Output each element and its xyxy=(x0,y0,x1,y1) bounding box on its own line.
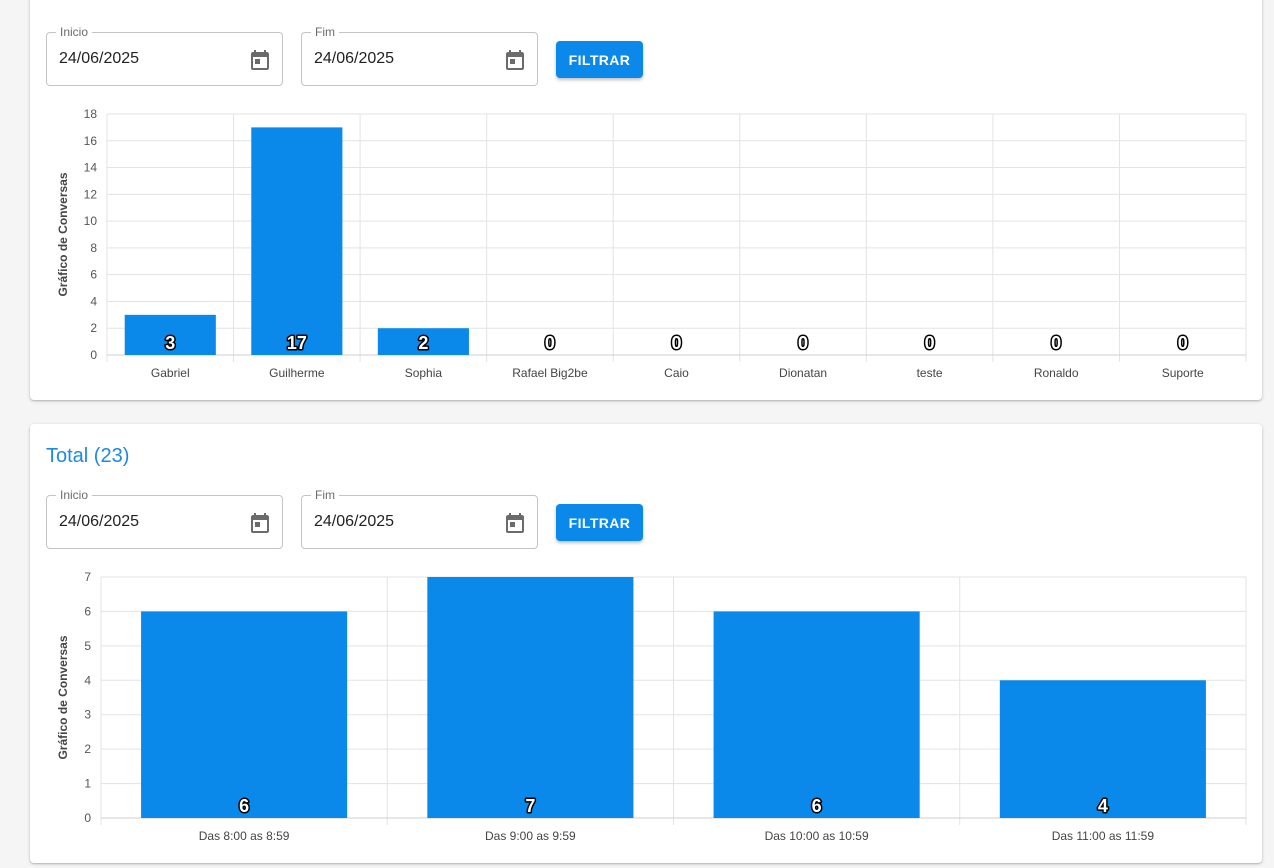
bar xyxy=(427,577,634,818)
end-date-input[interactable] xyxy=(314,513,494,531)
data-label: 0 xyxy=(925,333,935,353)
y-tick-label: 6 xyxy=(90,268,97,282)
category-label: Das 8:00 as 8:59 xyxy=(199,829,290,843)
data-label: 0 xyxy=(671,333,681,353)
y-tick-label: 7 xyxy=(84,570,91,584)
bar xyxy=(141,611,348,818)
y-tick-label: 5 xyxy=(84,639,91,653)
bar xyxy=(124,314,216,355)
hourly-conversations-chart: 0 1 2 3 4 5 6 7 Gráfico de Conversas 6 Das 8:00 as… xyxy=(56,570,1247,843)
end-date-label: Fim xyxy=(311,488,339,502)
end-date-field[interactable]: Fim xyxy=(301,25,538,86)
y-tick-label: 4 xyxy=(90,294,97,308)
filter-button[interactable]: FILTRAR xyxy=(556,504,643,541)
filter-button[interactable]: FILTRAR xyxy=(556,41,643,78)
category-label: Sophia xyxy=(405,366,443,380)
y-tick-label: 14 xyxy=(84,161,98,175)
y-tick-label: 2 xyxy=(84,742,91,756)
category-label: Das 11:00 as 11:59 xyxy=(1052,829,1155,843)
end-date-field[interactable]: Fim xyxy=(301,488,538,549)
data-label: 3 xyxy=(165,333,175,353)
bar xyxy=(251,127,343,355)
conversations-by-agent-card: Inicio Fim FILTRAR 0 2 4 6 8 10 12 14 16 18 Gráfic… xyxy=(30,0,1262,400)
agent-conversations-chart: 0 2 4 6 8 10 12 14 16 18 Gráfico de Conversas 3 Gabr… xyxy=(56,107,1247,380)
y-tick-label: 3 xyxy=(84,708,91,722)
y-axis-label: Gráfico de Conversas xyxy=(56,635,70,759)
data-label: 0 xyxy=(545,333,555,353)
start-date-label: Inicio xyxy=(56,488,93,502)
calendar-icon[interactable] xyxy=(248,48,272,72)
calendar-icon[interactable] xyxy=(503,511,527,535)
card-title: Total (23) xyxy=(46,445,130,467)
start-date-label: Inicio xyxy=(56,25,93,39)
start-date-field[interactable]: Inicio xyxy=(46,25,283,86)
start-date-input[interactable] xyxy=(59,50,239,68)
data-label: 0 xyxy=(1178,333,1188,353)
category-label: Rafael Big2be xyxy=(512,366,588,380)
data-label: 7 xyxy=(525,796,535,816)
category-label: Dionatan xyxy=(779,366,827,380)
data-label: 4 xyxy=(1098,796,1108,816)
calendar-icon[interactable] xyxy=(503,48,527,72)
category-label: Suporte xyxy=(1162,366,1204,380)
data-label: 6 xyxy=(239,796,249,816)
category-label: Das 10:00 as 10:59 xyxy=(765,829,869,843)
y-tick-label: 18 xyxy=(84,107,98,121)
bar xyxy=(377,328,469,355)
bar xyxy=(713,611,920,818)
total-conversations-card: Total (23) Inicio Fim FILTRAR 0 1 2 3 4 5 6 7 Gr… xyxy=(30,424,1262,863)
y-tick-label: 4 xyxy=(84,673,91,687)
start-date-field[interactable]: Inicio xyxy=(46,488,283,549)
y-tick-label: 10 xyxy=(84,214,98,228)
y-tick-label: 8 xyxy=(90,241,97,255)
data-label: 0 xyxy=(1051,333,1061,353)
category-label: Guilherme xyxy=(269,366,325,380)
category-label: Caio xyxy=(664,366,689,380)
category-label: Ronaldo xyxy=(1034,366,1079,380)
category-label: teste xyxy=(917,366,943,380)
data-label: 6 xyxy=(812,796,822,816)
category-label: Das 9:00 as 9:59 xyxy=(485,829,576,843)
end-date-label: Fim xyxy=(311,25,339,39)
y-tick-label: 16 xyxy=(84,134,98,148)
start-date-input[interactable] xyxy=(59,513,239,531)
category-label: Gabriel xyxy=(151,366,190,380)
y-tick-label: 6 xyxy=(84,604,91,618)
data-label: 17 xyxy=(287,333,307,353)
calendar-icon[interactable] xyxy=(248,511,272,535)
y-tick-label: 0 xyxy=(90,348,97,362)
data-label: 0 xyxy=(798,333,808,353)
y-tick-label: 12 xyxy=(84,187,98,201)
end-date-input[interactable] xyxy=(314,50,494,68)
y-tick-label: 2 xyxy=(90,321,97,335)
y-axis-label: Gráfico de Conversas xyxy=(56,172,70,296)
data-label: 2 xyxy=(418,333,428,353)
y-tick-label: 0 xyxy=(84,811,91,825)
bar xyxy=(999,680,1206,818)
y-tick-label: 1 xyxy=(84,777,91,791)
